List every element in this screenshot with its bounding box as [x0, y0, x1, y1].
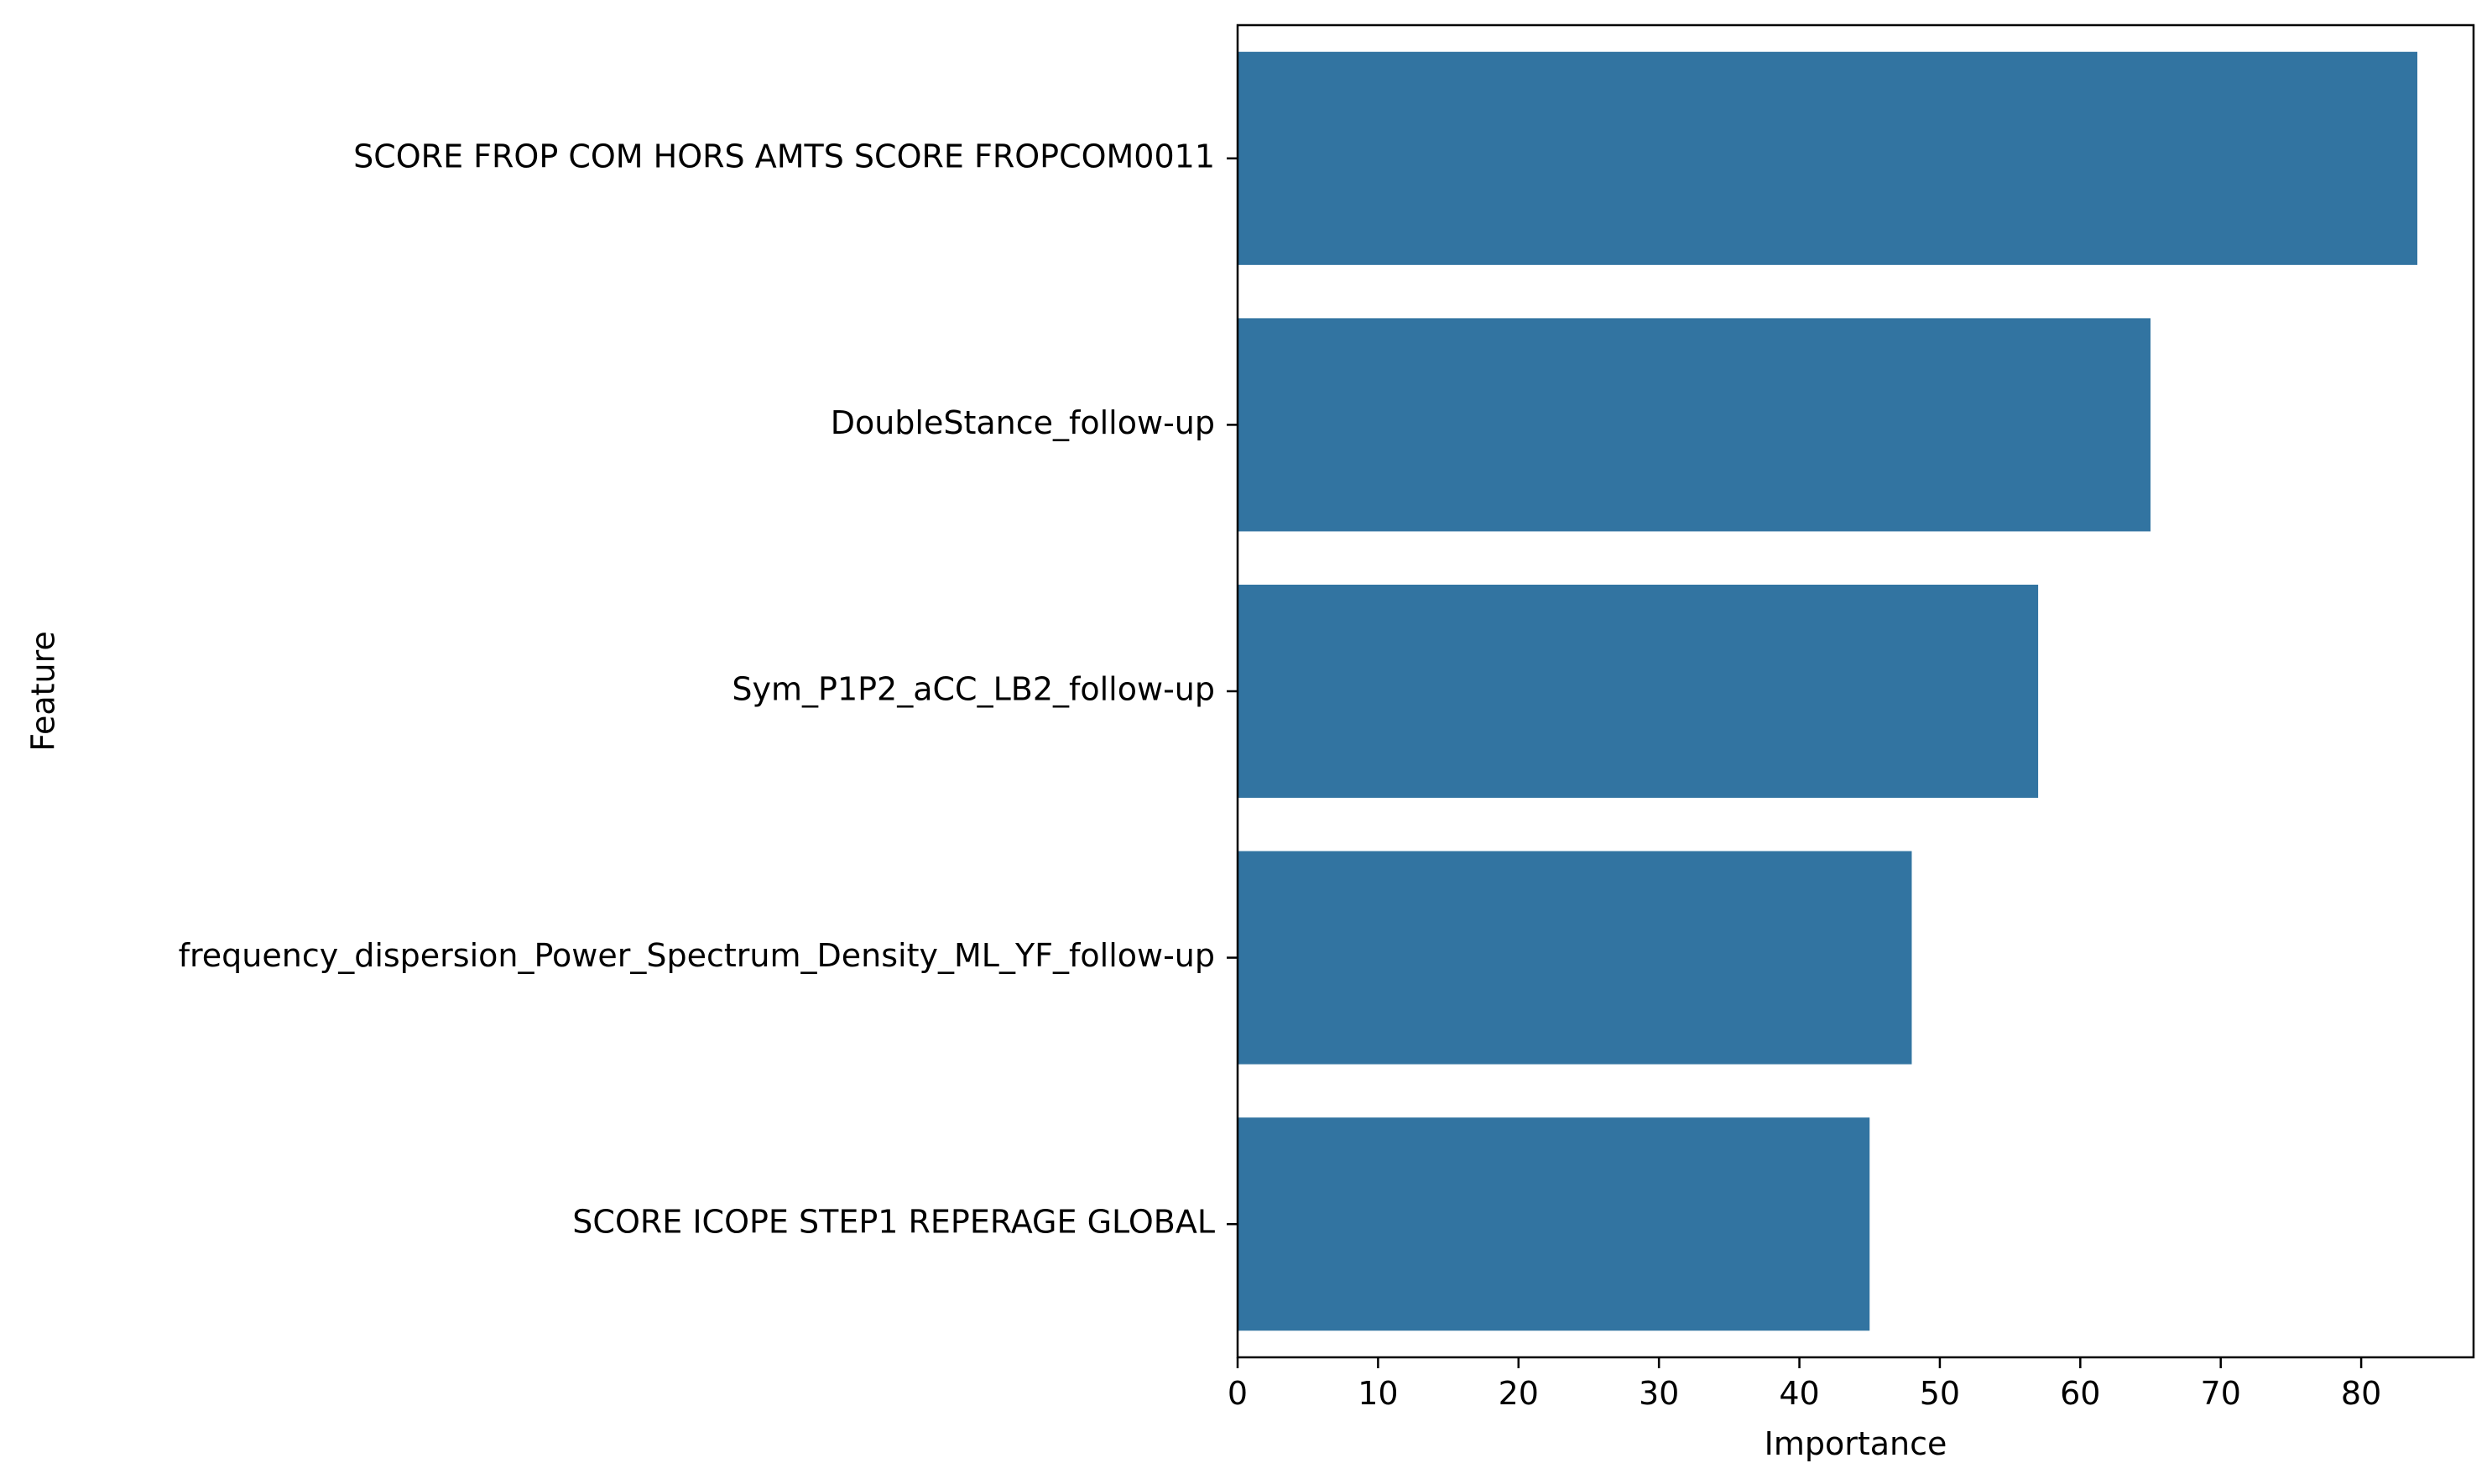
bar-1 — [1238, 318, 2151, 532]
bar-3 — [1238, 851, 1912, 1065]
y-tick-label: DoubleStance_follow-up — [831, 404, 1215, 441]
x-tick-label: 70 — [2201, 1375, 2241, 1412]
x-tick-label: 50 — [1920, 1375, 1960, 1412]
x-tick-label: 20 — [1499, 1375, 1539, 1412]
x-axis-title: Importance — [1765, 1425, 1947, 1462]
bar-4 — [1238, 1117, 1870, 1331]
x-tick-label: 80 — [2341, 1375, 2381, 1412]
x-tick-label: 60 — [2060, 1375, 2100, 1412]
x-tick-label: 10 — [1358, 1375, 1398, 1412]
x-tick-label: 0 — [1228, 1375, 1248, 1412]
y-tick-label: SCORE ICOPE STEP1 REPERAGE GLOBAL — [572, 1204, 1215, 1241]
y-tick-label: frequency_dispersion_Power_Spectrum_Dens… — [179, 937, 1215, 974]
bar-2 — [1238, 584, 2039, 799]
bar-0 — [1238, 51, 2418, 265]
x-tick-label: 30 — [1639, 1375, 1679, 1412]
bars-group — [1238, 51, 2418, 1331]
x-tick-group: 0 10 20 30 40 50 60 70 80 — [1228, 1357, 2381, 1412]
plot-frame — [1236, 23, 2475, 1359]
y-axis-title: Feature — [25, 631, 62, 752]
x-tick-label: 40 — [1779, 1375, 1819, 1412]
y-tick-label: Sym_P1P2_aCC_LB2_follow-up — [732, 671, 1215, 708]
y-tick-label: SCORE FROP COM HORS AMTS SCORE FROPCOM00… — [353, 138, 1215, 174]
y-tick-group: SCORE FROP COM HORS AMTS SCORE FROPCOM00… — [179, 138, 1238, 1241]
